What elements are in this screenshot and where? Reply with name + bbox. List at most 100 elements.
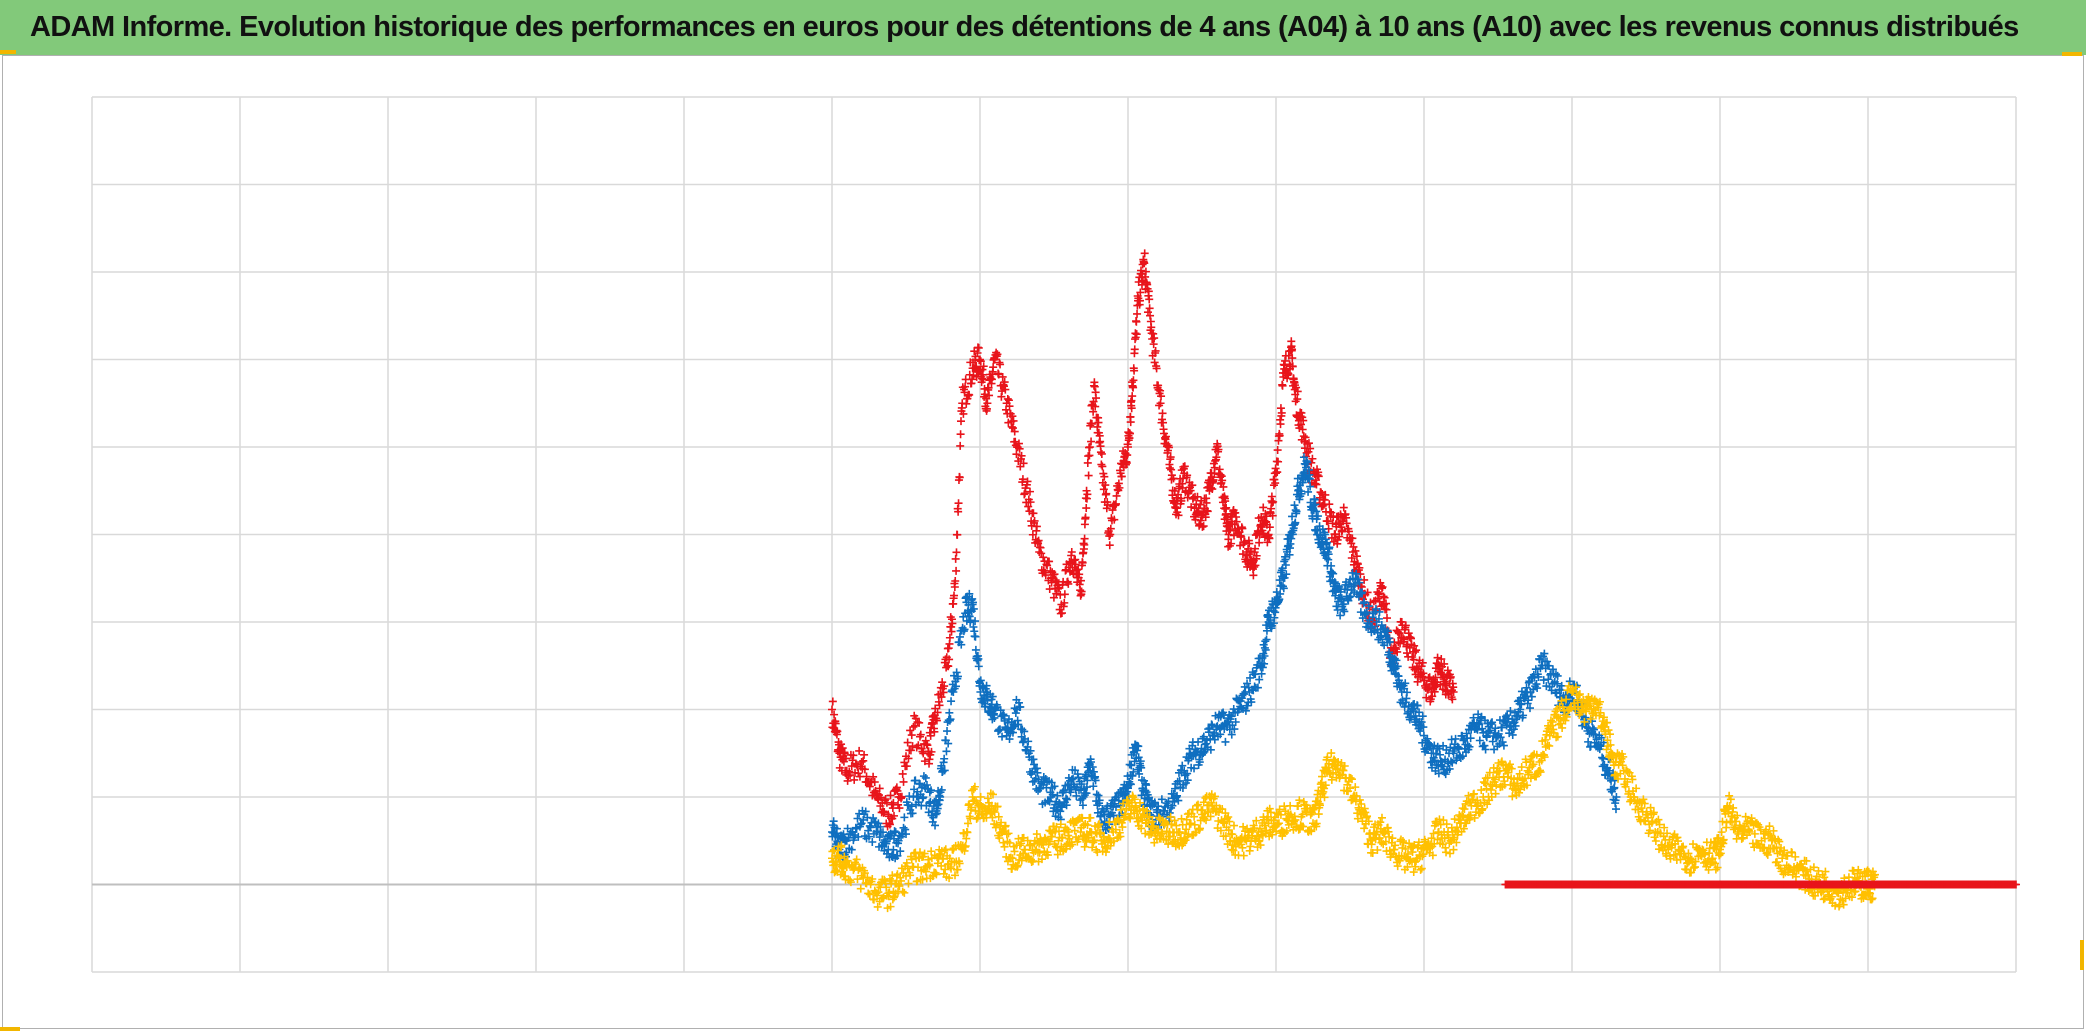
data-point — [1345, 593, 1354, 602]
data-point — [1598, 753, 1607, 762]
data-point — [1092, 790, 1101, 799]
data-point — [859, 756, 868, 765]
data-point — [1322, 554, 1331, 563]
data-point — [1478, 724, 1487, 733]
data-point — [1098, 462, 1107, 471]
data-point — [1362, 608, 1371, 617]
data-point — [1268, 511, 1277, 520]
data-point — [898, 769, 907, 778]
data-point — [1375, 607, 1384, 616]
data-point — [1123, 451, 1132, 460]
data-point — [1206, 745, 1215, 754]
chart-frame — [2, 55, 2084, 1029]
data-point — [1010, 722, 1019, 731]
data-point — [1553, 732, 1562, 741]
data-point — [842, 848, 851, 857]
data-point — [1393, 647, 1402, 656]
data-point — [925, 755, 934, 764]
data-point — [843, 776, 852, 785]
data-point — [1008, 424, 1017, 433]
data-point — [1141, 267, 1150, 276]
data-point — [1106, 524, 1115, 533]
data-point — [860, 750, 869, 759]
data-point — [998, 732, 1007, 741]
data-point — [1439, 741, 1448, 750]
data-point — [850, 775, 859, 784]
data-point — [919, 772, 928, 781]
data-point — [830, 710, 839, 719]
data-point — [897, 792, 906, 801]
data-point — [1385, 637, 1394, 646]
data-point — [950, 591, 959, 600]
data-point — [1259, 529, 1268, 538]
data-point — [1095, 438, 1104, 447]
data-point — [1015, 444, 1024, 453]
data-point — [1018, 475, 1027, 484]
data-point — [1148, 334, 1157, 343]
data-point — [1201, 793, 1210, 802]
data-point — [1275, 431, 1284, 440]
data-point — [1288, 512, 1297, 521]
data-point — [1207, 483, 1216, 492]
data-point — [974, 654, 983, 663]
data-point — [1011, 709, 1020, 718]
data-point — [1454, 743, 1463, 752]
data-point — [926, 731, 935, 740]
data-point — [1237, 703, 1246, 712]
data-point — [1288, 354, 1297, 363]
data-point — [1103, 823, 1112, 832]
data-point — [1711, 865, 1720, 874]
data-point — [927, 747, 936, 756]
data-point — [965, 589, 974, 598]
data-point — [831, 719, 840, 728]
data-point — [846, 771, 855, 780]
data-point — [1292, 507, 1301, 516]
data-point — [937, 693, 946, 702]
data-point — [1080, 842, 1089, 851]
data-point — [1335, 532, 1344, 541]
data-point — [1218, 476, 1227, 485]
data-point — [1392, 656, 1401, 665]
data-point — [1178, 761, 1187, 770]
data-point — [1134, 742, 1143, 751]
data-point — [1327, 561, 1336, 570]
data-point — [893, 851, 902, 860]
data-point — [1400, 702, 1409, 711]
data-point — [840, 749, 849, 758]
data-point — [969, 598, 978, 607]
data-point — [869, 814, 878, 823]
data-point — [1092, 394, 1101, 403]
data-point — [1077, 780, 1086, 789]
data-point — [894, 836, 903, 845]
data-point — [1393, 627, 1402, 636]
data-point — [1379, 592, 1388, 601]
data-point — [1156, 399, 1165, 408]
data-point — [956, 430, 965, 439]
data-point — [1050, 782, 1059, 791]
data-point — [1419, 669, 1428, 678]
data-point — [976, 355, 984, 364]
data-point — [1074, 565, 1083, 574]
data-point — [1339, 599, 1348, 608]
data-point — [1249, 571, 1258, 580]
data-point — [1451, 734, 1460, 743]
data-point — [1303, 439, 1312, 448]
data-point — [1009, 416, 1018, 425]
data-point — [1465, 742, 1474, 751]
data-point — [889, 798, 898, 807]
data-point — [940, 754, 949, 763]
data-point — [931, 810, 940, 819]
data-point — [1125, 760, 1134, 769]
data-point — [1127, 761, 1136, 770]
data-point — [1156, 386, 1165, 395]
data-point — [1368, 622, 1377, 631]
data-point — [865, 832, 873, 841]
data-point — [1285, 550, 1294, 559]
data-point — [1030, 516, 1039, 525]
data-point — [881, 795, 890, 804]
data-point — [1224, 530, 1233, 539]
data-point — [1141, 272, 1150, 281]
data-point — [978, 374, 987, 383]
data-point — [1080, 534, 1089, 543]
